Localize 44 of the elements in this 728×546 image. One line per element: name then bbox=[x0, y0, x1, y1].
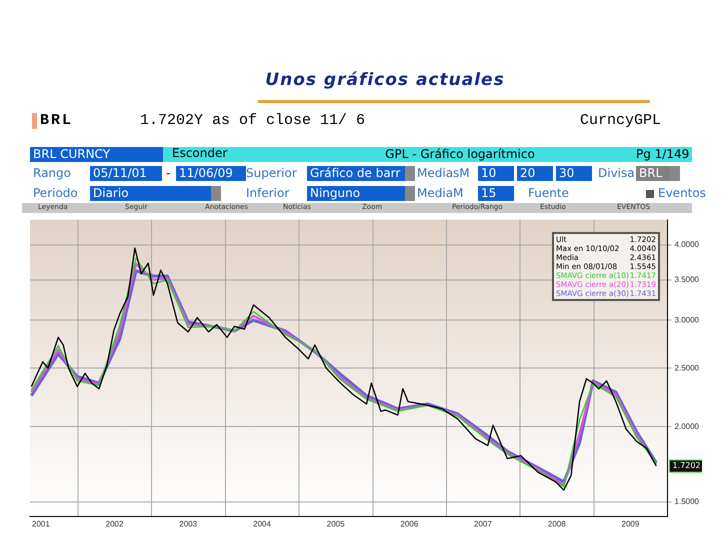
text: Periodo bbox=[33, 186, 78, 201]
x-tick-label: 2003 bbox=[179, 519, 198, 528]
x-tick-label: 2009 bbox=[622, 519, 640, 528]
y-tick-label: 2.0000 bbox=[674, 422, 700, 431]
text: 30 bbox=[556, 166, 592, 181]
x-tick-label: 2001 bbox=[32, 519, 50, 528]
text: Eventos bbox=[658, 186, 706, 201]
text: Gráfico de barr bbox=[307, 166, 405, 181]
text: 05/11/01 bbox=[90, 166, 162, 181]
chart-title: Unos gráficos actuales bbox=[264, 70, 506, 90]
x-tick-label: 2006 bbox=[400, 519, 419, 528]
text: Fuente bbox=[528, 186, 569, 201]
text: GPL - Gráfico logarítmico bbox=[384, 147, 536, 162]
text: MediaM bbox=[417, 186, 464, 201]
text: Esconder bbox=[172, 146, 228, 161]
text: 15 bbox=[478, 186, 514, 201]
text: Rango bbox=[33, 166, 71, 181]
text: 10 bbox=[478, 166, 514, 181]
x-tick-label: 2002 bbox=[106, 519, 124, 528]
text: Divisa bbox=[598, 166, 635, 181]
text: BRL CURNCY bbox=[30, 147, 163, 162]
text: 11/06/09 bbox=[176, 166, 246, 181]
text: 1.7202Y as of close 11/ 6 bbox=[140, 112, 366, 130]
text: Inferior bbox=[246, 186, 290, 201]
y-tick-label: 2.5000 bbox=[674, 363, 700, 372]
annotation: 1.7202 bbox=[672, 461, 701, 470]
x-tick-label: 2005 bbox=[326, 519, 346, 528]
x-tick-label: 2004 bbox=[253, 519, 272, 528]
y-tick-label: 1.5000 bbox=[674, 497, 700, 506]
text: Superior bbox=[246, 166, 297, 181]
text: CurncyGPL bbox=[580, 112, 662, 130]
text: - bbox=[166, 166, 170, 181]
x-tick-label: 2008 bbox=[548, 519, 566, 528]
text: BRL bbox=[636, 166, 670, 181]
x-tick-label: 2007 bbox=[474, 519, 492, 528]
y-tick-label: 3.5000 bbox=[674, 275, 700, 284]
text: Diario bbox=[90, 186, 211, 201]
y-tick-label: 4.0000 bbox=[674, 240, 700, 249]
text: MediasM bbox=[417, 166, 470, 181]
text: Pg 1/149 bbox=[636, 147, 690, 162]
y-tick-label: 3.0000 bbox=[674, 315, 700, 324]
text: BRL bbox=[40, 112, 74, 130]
text: 20 bbox=[517, 166, 553, 181]
text: Ninguno bbox=[307, 186, 405, 201]
